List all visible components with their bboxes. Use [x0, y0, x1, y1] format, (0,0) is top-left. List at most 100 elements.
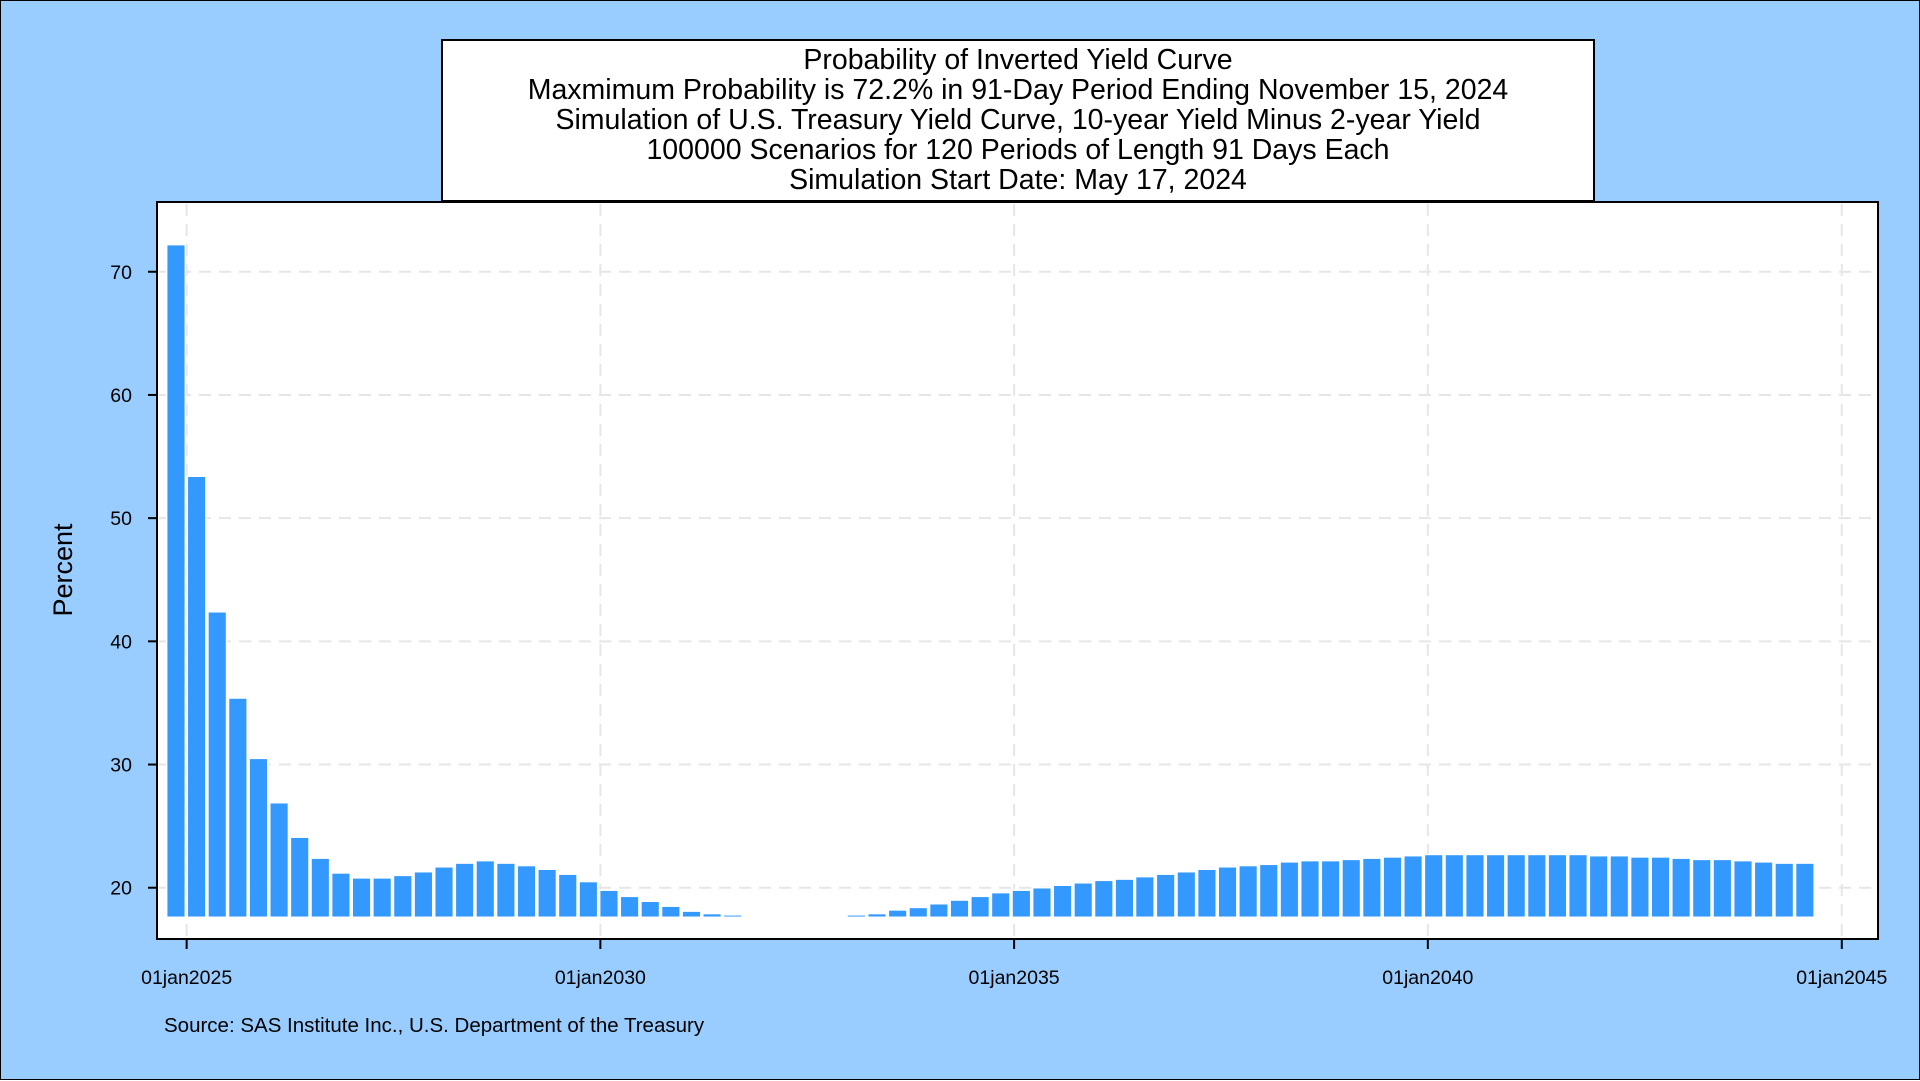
bar: [227, 697, 248, 919]
bar: [1671, 857, 1692, 919]
bar: [454, 862, 475, 919]
bar: [310, 857, 331, 919]
bar: [1588, 854, 1609, 919]
bar: [1567, 853, 1589, 919]
bar: [1712, 858, 1733, 919]
bar: [970, 895, 991, 919]
bar: [702, 912, 723, 919]
bar: [722, 914, 743, 919]
bar: [372, 877, 393, 919]
bar: [1609, 854, 1630, 919]
bar: [1073, 882, 1094, 919]
bar: [1506, 853, 1527, 919]
y-tick-label: 70: [110, 262, 132, 284]
bar: [1650, 856, 1671, 919]
x-tick-label: 01jan2030: [555, 967, 646, 989]
title-line-4: 100000 Scenarios for 120 Periods of Leng…: [646, 134, 1389, 166]
bar: [825, 915, 846, 919]
bar: [1774, 862, 1795, 919]
bar: [640, 900, 661, 919]
bar: [351, 877, 372, 919]
bar: [990, 891, 1011, 919]
bar: [578, 880, 599, 919]
bar: [207, 611, 228, 919]
bar: [1794, 862, 1815, 919]
bar: [495, 862, 516, 919]
bar: [1279, 861, 1300, 919]
bar: [330, 872, 352, 919]
bar: [1753, 861, 1774, 919]
bar: [1464, 853, 1486, 919]
bar: [1485, 853, 1506, 919]
axes: 20 30 40 50 60 70 01jan2025 01jan2030 01jan2035 0…: [110, 262, 1887, 989]
bar: [413, 870, 434, 919]
bar: [1299, 859, 1321, 919]
y-tick-label: 60: [110, 385, 132, 407]
bar: [660, 905, 681, 919]
bar: [1732, 859, 1754, 919]
bar: [1526, 853, 1547, 919]
bar: [1238, 864, 1259, 919]
bar: [1691, 858, 1712, 919]
bar: [908, 906, 929, 919]
y-tick-label: 40: [110, 631, 132, 653]
bar: [598, 889, 620, 919]
bars: [165, 243, 1815, 919]
bar: [1011, 889, 1032, 919]
bar: [1176, 870, 1197, 919]
title-line-2: Maxmimum Probability is 72.2% in 91-Day …: [528, 74, 1509, 106]
bar: [392, 874, 413, 919]
bar: [475, 859, 496, 919]
bar: [743, 915, 764, 919]
bar: [269, 801, 290, 919]
bar: [1547, 853, 1568, 919]
y-tick-label: 30: [110, 755, 132, 777]
bar: [846, 914, 867, 919]
bar: [537, 868, 558, 919]
x-tick-label: 01jan2040: [1382, 967, 1473, 989]
source-note: Source: SAS Institute Inc., U.S. Departm…: [164, 1014, 705, 1037]
bar: [1155, 873, 1176, 919]
bar: [516, 864, 537, 919]
bar: [186, 475, 207, 919]
y-tick-label: 20: [110, 878, 132, 900]
bar: [763, 915, 784, 919]
bar: [1114, 878, 1135, 919]
bar: [1052, 884, 1073, 919]
y-axis-title: Percent: [48, 523, 78, 617]
bar: [805, 915, 826, 919]
bar: [1320, 859, 1341, 919]
bar: [1258, 863, 1279, 919]
bar: [1093, 879, 1114, 919]
bar: [1217, 866, 1238, 919]
bar: [165, 243, 187, 919]
bar: [681, 910, 702, 919]
y-tick-label: 50: [110, 508, 132, 530]
bar: [887, 909, 908, 919]
bar: [1423, 853, 1444, 919]
x-tick-label: 01jan2025: [141, 967, 232, 989]
bar: [1382, 856, 1403, 919]
title-line-1: Probability of Inverted Yield Curve: [803, 44, 1232, 76]
title-line-3: Simulation of U.S. Treasury Yield Curve,…: [555, 104, 1480, 136]
title-box: [441, 39, 1595, 202]
x-tick-label: 01jan2035: [969, 967, 1060, 989]
bar: [433, 866, 455, 919]
bar: [928, 902, 949, 919]
bar: [248, 757, 269, 919]
bar: [1629, 856, 1650, 919]
plot-area: [156, 201, 1879, 940]
x-tick-label: 01jan2045: [1796, 967, 1887, 989]
bar: [784, 915, 805, 919]
bar: [1444, 853, 1465, 919]
bar: [1031, 886, 1053, 919]
bar: [557, 873, 578, 919]
bar: [1196, 868, 1217, 919]
bar: [1134, 875, 1155, 919]
bar: [1361, 857, 1382, 919]
title-line-5: Simulation Start Date: May 17, 2024: [789, 164, 1247, 196]
bar: [289, 836, 310, 919]
bar: [619, 895, 640, 919]
